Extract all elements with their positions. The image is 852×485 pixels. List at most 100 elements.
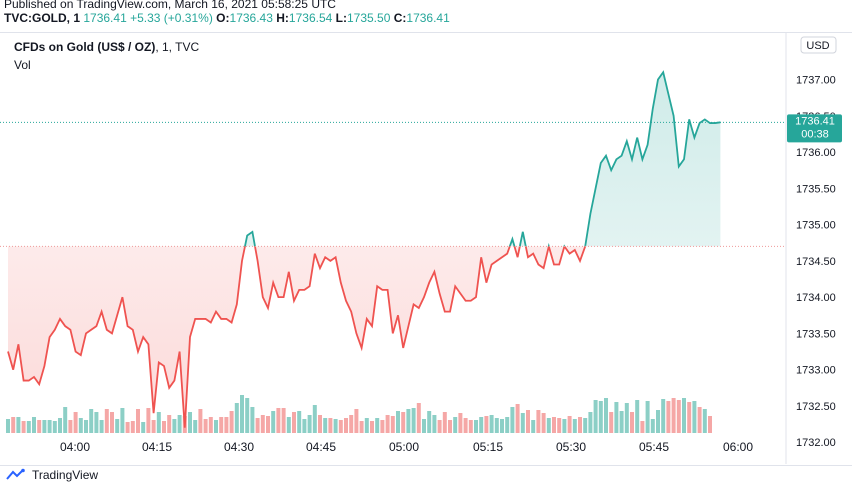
volume-bar bbox=[115, 419, 120, 433]
volume-legend[interactable]: Vol bbox=[14, 58, 31, 72]
last-price-tag: 1736.41 bbox=[795, 115, 835, 127]
volume-bar bbox=[73, 412, 78, 433]
volume-bar bbox=[250, 407, 255, 433]
volume-bar bbox=[484, 416, 489, 433]
volume-bar bbox=[442, 412, 447, 433]
volume-bar bbox=[364, 418, 369, 433]
volume-bar bbox=[151, 420, 156, 433]
low-label: L: bbox=[335, 11, 347, 25]
volume-bar bbox=[146, 408, 151, 433]
brand-name: TradingView bbox=[32, 468, 99, 482]
volume-bar bbox=[624, 403, 629, 433]
volume-bar bbox=[453, 417, 458, 433]
volume-bar bbox=[11, 417, 16, 433]
volume-bar bbox=[193, 420, 198, 433]
x-tick-label: 04:15 bbox=[142, 440, 172, 454]
volume-bar bbox=[260, 415, 265, 433]
volume-bar bbox=[546, 418, 551, 433]
volume-bar bbox=[567, 416, 572, 433]
volume-bar bbox=[416, 403, 421, 433]
y-tick-label: 1734.50 bbox=[796, 256, 836, 268]
volume-bar bbox=[354, 409, 359, 433]
volume-bar bbox=[125, 422, 130, 433]
volume-bar bbox=[42, 420, 47, 433]
volume-bar bbox=[396, 411, 400, 433]
footer-brand[interactable]: TradingView bbox=[6, 466, 98, 484]
volume-bar bbox=[344, 418, 348, 433]
volume-bar bbox=[203, 419, 208, 433]
volume-bar bbox=[208, 417, 213, 433]
chart-frame[interactable] bbox=[0, 32, 852, 466]
volume-bar bbox=[219, 417, 224, 433]
volume-bar bbox=[650, 419, 655, 433]
volume-bar bbox=[609, 412, 614, 433]
volume-bar bbox=[255, 418, 260, 433]
price-change: +5.33 (+0.31%) bbox=[130, 11, 213, 25]
volume-bar bbox=[578, 417, 582, 433]
volume-bar bbox=[110, 412, 114, 433]
currency-badge[interactable]: USD bbox=[800, 36, 837, 54]
volume-bar bbox=[276, 408, 281, 433]
volume-bar bbox=[661, 399, 666, 433]
volume-bar bbox=[552, 417, 556, 433]
price-line-above bbox=[244, 70, 721, 247]
volume-bar bbox=[380, 420, 385, 433]
price-line-below bbox=[7, 246, 587, 428]
volume-bar bbox=[702, 409, 707, 433]
volume-bar bbox=[78, 418, 83, 433]
volume-bar bbox=[411, 408, 416, 433]
price-scale[interactable]: 1732.00 1732.50 1733.00 1733.50 1734.00 1734.… bbox=[796, 75, 836, 450]
volume-bar bbox=[32, 417, 36, 433]
volume-bar bbox=[167, 415, 172, 433]
chart-legend-title[interactable]: CFDs on Gold (US$ / OZ), 1, TVC bbox=[14, 40, 199, 54]
high-value: 1736.54 bbox=[288, 11, 333, 25]
volume-bar bbox=[671, 398, 676, 433]
volume-bar bbox=[536, 410, 541, 433]
volume-bar bbox=[47, 420, 52, 433]
volume-bar bbox=[52, 421, 57, 433]
last-price-label: 1736.41 00:38 bbox=[787, 114, 842, 143]
time-scale[interactable]: 04:00 04:15 04:30 04:45 05:00 05:15 05:30 05:45… bbox=[60, 440, 753, 454]
close-value: 1736.41 bbox=[406, 11, 450, 25]
volume-bar bbox=[188, 412, 192, 433]
volume-bar bbox=[463, 418, 468, 433]
volume-bar bbox=[297, 411, 302, 433]
volume-bar bbox=[656, 410, 660, 433]
volume-bar bbox=[359, 421, 364, 433]
volume-bar bbox=[598, 401, 603, 433]
volume-bar bbox=[120, 408, 125, 433]
volume-bar bbox=[390, 416, 395, 433]
volume-bar bbox=[162, 421, 166, 433]
y-tick-label: 1733.00 bbox=[796, 365, 836, 377]
volume-bar bbox=[505, 417, 510, 433]
instrument-name: CFDs on Gold (US$ / OZ) bbox=[14, 40, 156, 54]
volume-bar bbox=[437, 420, 442, 433]
volume-bar bbox=[58, 418, 62, 433]
volume-bar bbox=[640, 421, 645, 433]
volume-bar bbox=[136, 409, 140, 433]
volume-bar bbox=[198, 409, 203, 433]
volume-bar bbox=[583, 418, 588, 433]
volume-bar bbox=[406, 409, 411, 433]
volume-bar bbox=[515, 404, 520, 433]
area-above-baseline bbox=[244, 72, 721, 247]
volume-bar bbox=[666, 401, 671, 433]
x-tick-label: 05:00 bbox=[389, 440, 419, 454]
area-below-baseline bbox=[8, 246, 721, 428]
x-tick-label: 05:30 bbox=[556, 440, 586, 454]
volume-bar bbox=[479, 417, 484, 433]
close-label: C: bbox=[393, 11, 407, 25]
x-tick-label: 05:45 bbox=[639, 440, 669, 454]
volume-bar bbox=[234, 403, 239, 433]
volume-bar bbox=[432, 415, 437, 433]
volume-bar bbox=[94, 412, 99, 433]
high-label: H: bbox=[276, 11, 289, 25]
volume-bar bbox=[214, 420, 218, 433]
volume-bar bbox=[318, 415, 322, 433]
volume-bar bbox=[494, 418, 499, 433]
volume-bar bbox=[37, 420, 42, 433]
volume-bar bbox=[99, 420, 104, 433]
y-tick-label: 1732.50 bbox=[796, 401, 836, 413]
volume-bar bbox=[323, 418, 328, 433]
